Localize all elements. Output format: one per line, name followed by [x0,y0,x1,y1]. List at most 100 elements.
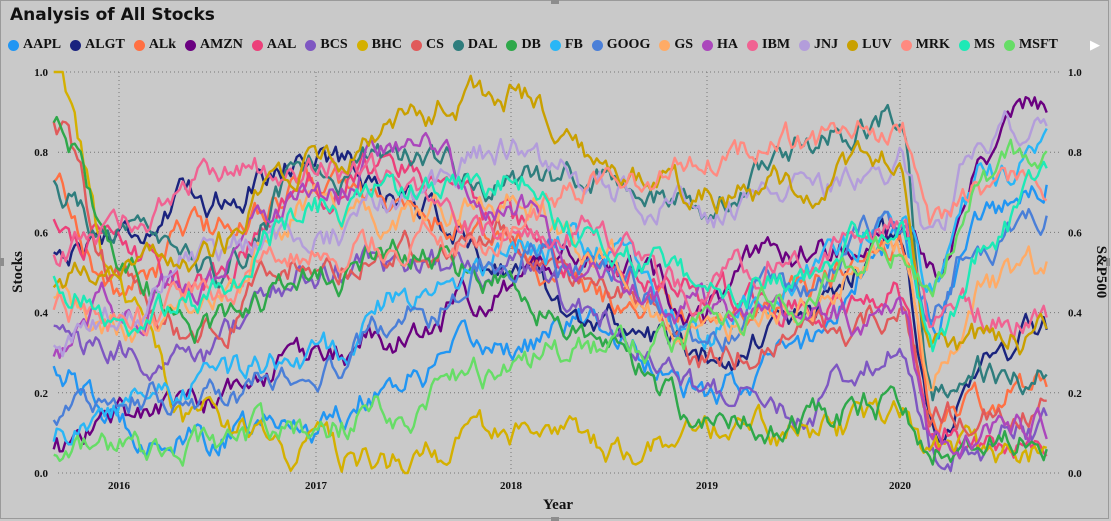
legend-item-ha[interactable]: HA [702,37,738,53]
series-line-bcs[interactable] [53,243,1048,473]
y2-axis-title: S&P500 [1093,246,1109,299]
legend-item-aal[interactable]: AAL [251,37,297,53]
legend-item-ms[interactable]: MS [958,37,995,53]
series-line-bhc[interactable] [53,70,1048,475]
legend-label: CS [425,37,444,52]
legend-item-fb[interactable]: FB [549,37,583,53]
legend-marker [659,39,671,51]
legend-marker [958,39,970,51]
legend-item-jnj[interactable]: JNJ [799,37,838,53]
legend-label: AMZN [200,37,243,52]
legend-marker [305,39,317,51]
legend-item-gs[interactable]: GS [659,37,693,53]
y-tick-label: 0.0 [34,468,48,480]
legend-label: GS [674,37,694,52]
y-tick-label: 0.8 [34,147,48,159]
legend-label: DB [521,37,541,52]
legend-item-msft[interactable]: MSFT [1003,37,1058,53]
legend-label: MRK [915,37,950,52]
legend-marker [133,39,145,51]
chart-title: Analysis of All Stocks [10,5,215,25]
x-tick-label: 2018 [500,480,523,492]
resize-handle-right[interactable] [1106,258,1110,266]
chart-legend: AAPL ALGT ALk AMZN AAL BCS BHC CS DAL DB FB GOOG GS H… [8,35,1067,55]
legend-marker [70,39,82,51]
legend-item-dal[interactable]: DAL [452,37,498,53]
legend-item-db[interactable]: DB [506,37,541,53]
legend-label: ALk [148,37,177,52]
x-tick-label: 2019 [696,480,719,492]
series-line-msft[interactable] [53,138,1048,467]
y-axis-title: Stocks [10,251,26,293]
y2-tick-label: 0.6 [1068,227,1082,239]
legend-item-mrk[interactable]: MRK [900,37,950,53]
legend-marker [506,39,518,51]
y-tick-label: 0.6 [34,227,48,239]
legend-marker [591,39,603,51]
x-tick-label: 2017 [305,480,328,492]
x-tick-label: 2020 [889,480,912,492]
legend-label: GOOG [606,37,651,52]
legend-item-goog[interactable]: GOOG [591,37,651,53]
legend-item-ibm[interactable]: IBM [747,37,790,53]
resize-handle-left[interactable] [0,258,4,266]
legend-item-bhc[interactable]: BHC [356,37,402,53]
x-tick-label: 2016 [108,480,131,492]
legend-label: BCS [320,37,348,52]
legend-marker [847,39,859,51]
y2-tick-label: 0.2 [1068,388,1082,400]
legend-label: DAL [467,37,498,52]
legend-item-cs[interactable]: CS [410,37,444,53]
series-line-ha[interactable] [52,131,1048,460]
legend-label: HA [717,37,739,52]
y2-tick-label: 0.8 [1068,147,1082,159]
y-tick-label: 0.4 [34,308,48,320]
legend-marker [549,39,561,51]
legend-item-luv[interactable]: LUV [847,37,892,53]
resize-handle-bottom[interactable] [551,517,559,521]
y2-tick-label: 1.0 [1068,67,1082,79]
legend-marker [251,39,263,51]
resize-handle-top[interactable] [551,0,559,4]
y-tick-label: 1.0 [34,67,48,79]
legend-label: BHC [371,37,402,52]
y-tick-label: 0.2 [34,388,48,400]
legend-label: LUV [862,37,892,52]
legend-item-aapl[interactable]: AAPL [8,37,61,53]
legend-label: AAL [266,37,297,52]
legend-label: JNJ [814,37,839,52]
legend-marker [799,39,811,51]
legend-marker [900,39,912,51]
y2-tick-label: 0.0 [1068,468,1082,480]
chevron-right-icon[interactable]: ▶ [1090,37,1100,52]
legend-item-amzn[interactable]: AMZN [185,37,243,53]
legend-marker [8,39,19,51]
series-line-ms[interactable] [52,160,1048,353]
series-line-luv[interactable] [52,74,1048,356]
legend-marker [356,39,368,51]
series-line-cs[interactable] [52,120,1047,437]
series-line-dal[interactable] [52,103,1048,402]
legend-marker [702,39,714,51]
legend-item-bcs[interactable]: BCS [305,37,348,53]
legend-marker [747,39,759,51]
legend-item-alk[interactable]: ALk [133,37,177,53]
series-line-jnj[interactable] [52,110,1048,358]
legend-item-algt[interactable]: ALGT [70,37,125,53]
legend-marker [1003,39,1015,51]
series-line-mrk[interactable] [52,120,1048,337]
y2-tick-label: 0.4 [1068,308,1082,320]
legend-label: FB [564,37,583,52]
legend-label: MSFT [1018,37,1058,52]
x-axis-title: Year [543,497,573,513]
legend-label: MS [973,37,995,52]
series-line-aapl[interactable] [52,184,1048,457]
legend-marker [452,39,464,51]
legend-label: ALGT [85,37,125,52]
series-line-db[interactable] [52,115,1048,466]
legend-label: AAPL [23,37,62,52]
legend-marker [185,39,197,51]
legend-label: IBM [762,37,791,52]
legend-marker [410,39,422,51]
